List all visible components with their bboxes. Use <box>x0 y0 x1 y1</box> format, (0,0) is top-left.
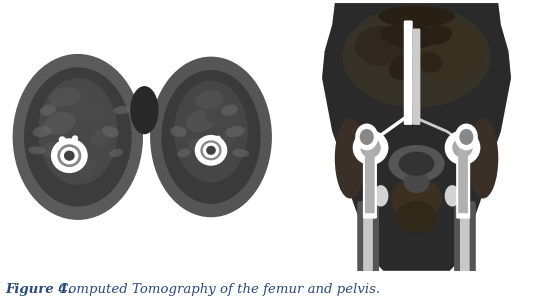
Ellipse shape <box>394 27 439 49</box>
Ellipse shape <box>24 67 132 207</box>
Ellipse shape <box>43 142 65 159</box>
Text: Computed Tomography of the femur and pelvis.: Computed Tomography of the femur and pel… <box>54 283 380 296</box>
Ellipse shape <box>206 146 216 155</box>
Ellipse shape <box>355 26 406 66</box>
Ellipse shape <box>60 148 87 169</box>
Ellipse shape <box>422 25 452 45</box>
Ellipse shape <box>109 149 123 157</box>
Ellipse shape <box>232 149 249 157</box>
Ellipse shape <box>59 136 66 143</box>
Ellipse shape <box>360 138 381 158</box>
Ellipse shape <box>60 147 79 164</box>
FancyBboxPatch shape <box>458 146 468 213</box>
Ellipse shape <box>360 129 374 145</box>
FancyBboxPatch shape <box>454 201 476 274</box>
Ellipse shape <box>13 54 143 220</box>
Ellipse shape <box>378 6 455 27</box>
Ellipse shape <box>79 159 96 179</box>
Ellipse shape <box>177 149 191 157</box>
Ellipse shape <box>404 172 429 193</box>
Ellipse shape <box>91 127 113 147</box>
Ellipse shape <box>50 87 80 106</box>
Ellipse shape <box>113 106 130 114</box>
Ellipse shape <box>353 130 388 165</box>
Ellipse shape <box>452 138 473 158</box>
Ellipse shape <box>55 145 61 150</box>
Ellipse shape <box>174 81 248 182</box>
Polygon shape <box>322 3 511 271</box>
Ellipse shape <box>38 78 118 185</box>
Ellipse shape <box>342 6 491 107</box>
Ellipse shape <box>214 133 234 152</box>
Ellipse shape <box>195 90 224 109</box>
Ellipse shape <box>216 136 221 141</box>
Ellipse shape <box>71 98 110 123</box>
Ellipse shape <box>373 185 388 207</box>
Text: Figure 4.: Figure 4. <box>5 283 73 296</box>
Ellipse shape <box>150 57 272 217</box>
Ellipse shape <box>195 135 228 166</box>
Ellipse shape <box>389 55 418 80</box>
FancyBboxPatch shape <box>412 28 421 125</box>
Ellipse shape <box>51 138 88 173</box>
Ellipse shape <box>335 118 365 199</box>
Ellipse shape <box>355 124 378 150</box>
Ellipse shape <box>417 51 442 73</box>
Ellipse shape <box>203 143 219 158</box>
Ellipse shape <box>198 147 222 165</box>
FancyBboxPatch shape <box>460 211 470 272</box>
FancyBboxPatch shape <box>363 141 377 218</box>
Ellipse shape <box>33 126 52 137</box>
Ellipse shape <box>102 126 119 137</box>
Ellipse shape <box>200 140 222 160</box>
Ellipse shape <box>43 112 76 135</box>
Ellipse shape <box>459 129 473 145</box>
FancyBboxPatch shape <box>456 141 470 218</box>
FancyBboxPatch shape <box>365 146 375 213</box>
Ellipse shape <box>468 118 498 199</box>
Ellipse shape <box>399 152 434 176</box>
Ellipse shape <box>411 22 483 81</box>
Ellipse shape <box>445 130 480 165</box>
Ellipse shape <box>225 126 245 137</box>
Ellipse shape <box>391 177 442 220</box>
Ellipse shape <box>64 151 75 161</box>
Ellipse shape <box>204 104 237 127</box>
Ellipse shape <box>72 135 78 141</box>
Ellipse shape <box>57 144 82 167</box>
Ellipse shape <box>221 105 238 116</box>
Ellipse shape <box>28 146 45 155</box>
Ellipse shape <box>396 201 437 233</box>
Ellipse shape <box>161 70 260 204</box>
Ellipse shape <box>130 86 159 134</box>
FancyBboxPatch shape <box>363 211 373 272</box>
Ellipse shape <box>388 145 445 182</box>
FancyBboxPatch shape <box>357 201 379 274</box>
Ellipse shape <box>455 124 478 150</box>
Ellipse shape <box>445 185 460 207</box>
FancyBboxPatch shape <box>404 21 412 125</box>
Ellipse shape <box>381 25 411 45</box>
Ellipse shape <box>170 126 187 137</box>
Text: A: A <box>17 239 31 257</box>
Text: B: B <box>301 242 315 260</box>
Ellipse shape <box>186 110 216 132</box>
Ellipse shape <box>40 104 56 116</box>
Ellipse shape <box>188 138 208 152</box>
